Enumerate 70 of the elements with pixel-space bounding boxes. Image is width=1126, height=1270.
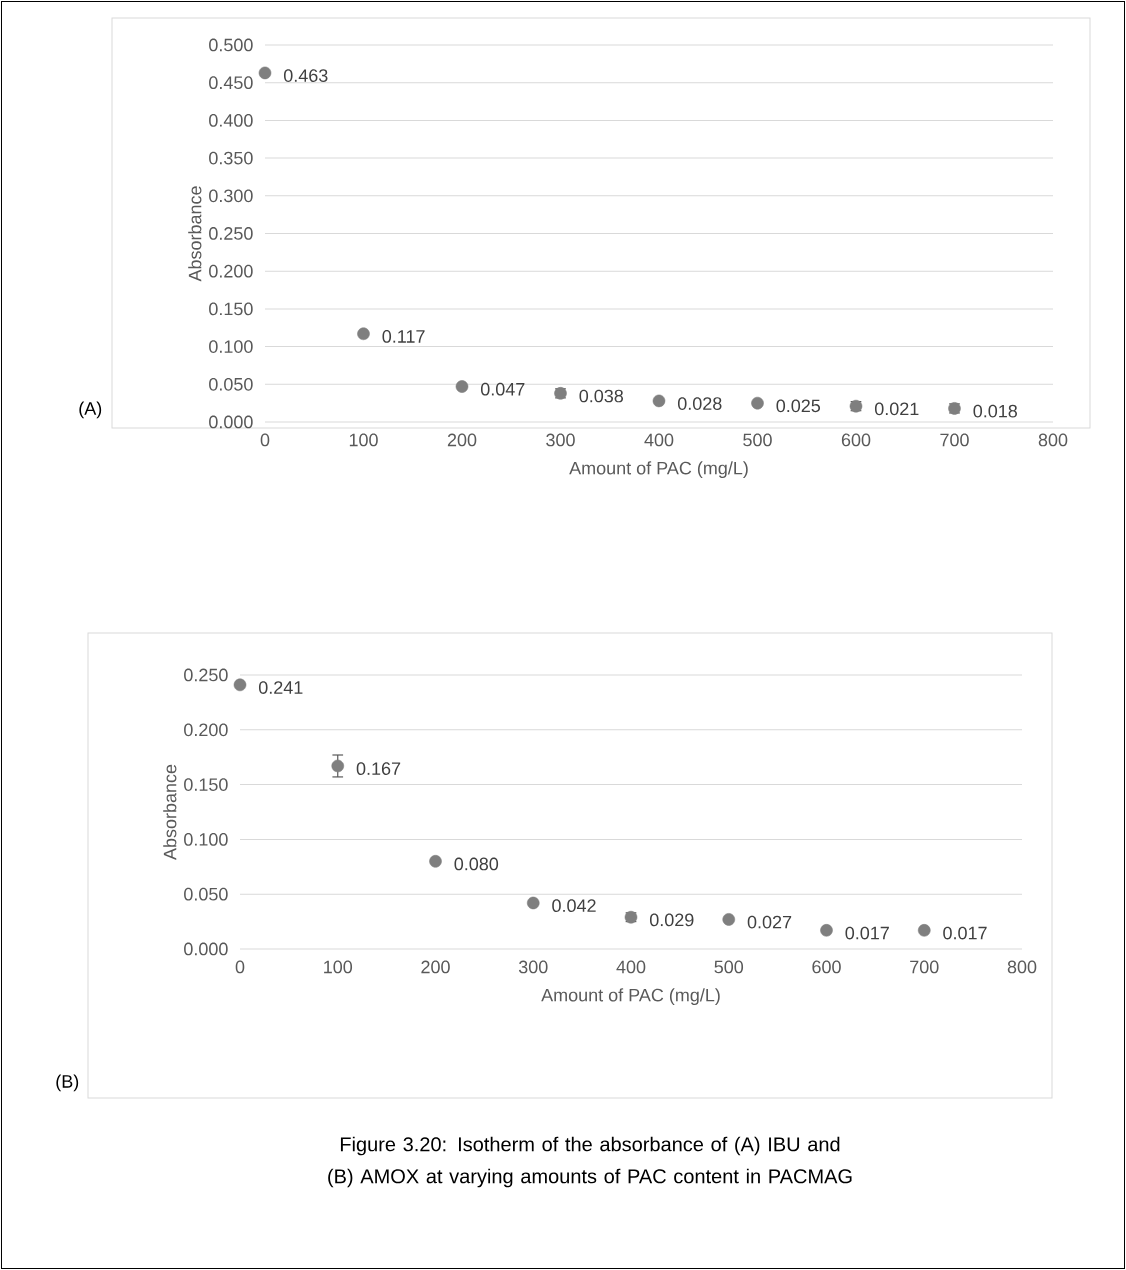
data-label: 0.167 [356, 762, 401, 775]
y-axis-title: Absorbance [163, 764, 177, 860]
point [455, 380, 469, 393]
data-label: 0.080 [454, 857, 499, 871]
x-tick-label: 500 [714, 960, 744, 974]
data-label: 0.047 [480, 382, 525, 396]
data-label: 0.038 [579, 389, 624, 403]
x-axis-title: Amount of PAC (mg/L) [541, 988, 720, 1006]
point [233, 678, 247, 692]
caption: Figure 3.20: Isotherm of the absorbance of (A) IBU and (B) AMOX at varying amounts of PAC content in PACMAG [328, 1136, 852, 1188]
y-tick-label: 0.250 [184, 668, 228, 682]
data-label: 0.017 [943, 926, 987, 940]
y-tick-label: 0.300 [209, 189, 253, 203]
data-label: 0.021 [874, 402, 919, 416]
x-tick-label: 700 [910, 960, 939, 974]
data-label: 0.025 [776, 399, 821, 413]
y-tick-label: 0.500 [209, 38, 253, 52]
data-label: 0.017 [845, 926, 889, 940]
x-tick-label: 300 [546, 433, 575, 447]
point [917, 924, 931, 937]
x-tick-label: 800 [1007, 960, 1037, 974]
x-tick-label: 200 [421, 960, 450, 974]
y-tick-label: 0.000 [184, 942, 228, 956]
data-label: 0.027 [747, 915, 792, 929]
text: (B) [56, 1074, 79, 1092]
y-tick-label: 0.100 [209, 340, 253, 353]
point [258, 66, 272, 80]
data-label: 0.018 [973, 404, 1018, 418]
y-tick-label: 0.100 [184, 833, 228, 846]
x-tick-label: 100 [324, 960, 353, 974]
y-tick-label: 0.200 [209, 264, 253, 278]
point [526, 896, 540, 910]
point [820, 924, 833, 937]
y-tick-label: 0.150 [209, 302, 253, 316]
x-tick-label: 100 [349, 433, 378, 447]
x-tick-label: 500 [743, 433, 772, 447]
text: (A) [79, 401, 102, 419]
data-label: 0.241 [258, 681, 303, 694]
x-tick-label: 600 [841, 433, 871, 447]
point [751, 396, 764, 410]
y-tick-label: 0.450 [209, 76, 253, 90]
point [357, 327, 370, 341]
y-tick-label: 0.000 [209, 415, 253, 429]
x-tick-label: 600 [812, 960, 841, 974]
x-tick-label: 0 [260, 433, 270, 447]
y-tick-label: 0.350 [209, 151, 253, 165]
y-tick-label: 0.150 [184, 778, 228, 791]
y-tick-label: 0.050 [184, 887, 228, 901]
y-tick-label: 0.250 [209, 227, 253, 240]
point [331, 759, 345, 773]
data-label: 0.117 [382, 330, 425, 343]
x-tick-label: 400 [644, 433, 674, 447]
x-tick-label: 200 [447, 433, 477, 447]
data-label: 0.029 [649, 913, 694, 927]
x-tick-label: 400 [616, 960, 646, 974]
point [652, 394, 666, 408]
x-tick-label: 300 [518, 960, 548, 974]
y-tick-label: 0.400 [209, 114, 253, 127]
point [429, 855, 442, 868]
y-axis-title: Absorbance [188, 186, 202, 282]
point [722, 913, 736, 926]
y-tick-label: 0.200 [184, 723, 228, 737]
x-tick-label: 800 [1038, 433, 1068, 447]
x-axis-title: Amount of PAC (mg/L) [569, 461, 748, 479]
x-tick-label: 700 [940, 433, 969, 447]
data-label: 0.042 [552, 899, 596, 912]
x-tick-label: 0 [235, 960, 245, 974]
data-label: 0.028 [677, 397, 722, 410]
data-label: 0.463 [283, 69, 328, 82]
y-tick-label: 0.050 [209, 377, 253, 391]
